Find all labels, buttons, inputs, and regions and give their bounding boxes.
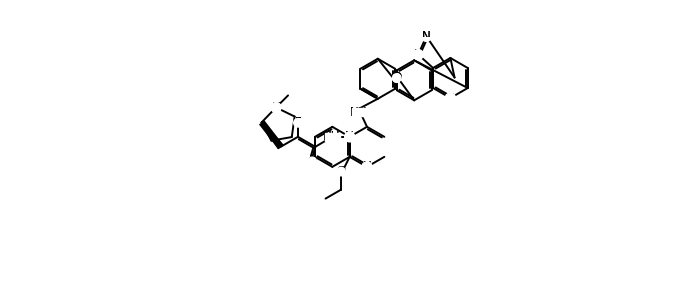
Text: NH: NH (323, 130, 341, 143)
Circle shape (345, 132, 354, 141)
Text: N: N (446, 91, 455, 105)
Circle shape (392, 74, 401, 82)
Text: O: O (307, 155, 317, 168)
Circle shape (445, 93, 456, 103)
Text: F: F (295, 116, 301, 129)
Circle shape (294, 119, 302, 127)
Text: N: N (414, 48, 423, 61)
Text: N: N (272, 101, 281, 114)
Text: N: N (363, 160, 371, 174)
Text: N: N (446, 91, 455, 105)
Text: N: N (414, 48, 423, 61)
Circle shape (327, 132, 338, 142)
Circle shape (362, 162, 372, 171)
Text: N: N (422, 30, 431, 43)
Circle shape (337, 167, 345, 176)
Text: N: N (422, 30, 431, 43)
Circle shape (422, 32, 431, 41)
Circle shape (392, 74, 401, 82)
Text: F: F (295, 116, 301, 129)
Polygon shape (261, 122, 283, 149)
Text: N: N (345, 130, 354, 143)
Text: NH: NH (323, 130, 341, 143)
Text: O: O (307, 155, 317, 168)
Circle shape (421, 31, 431, 41)
Circle shape (338, 168, 345, 175)
Circle shape (362, 162, 372, 172)
Text: O: O (337, 165, 346, 178)
Text: O: O (392, 72, 401, 84)
Circle shape (353, 107, 364, 118)
Text: NH: NH (350, 106, 367, 118)
Text: N: N (363, 160, 371, 174)
Circle shape (271, 103, 281, 113)
Circle shape (446, 93, 455, 103)
Text: NH: NH (350, 106, 367, 118)
Circle shape (414, 50, 423, 59)
Text: N: N (272, 101, 281, 114)
Text: N: N (345, 130, 354, 143)
Circle shape (344, 132, 355, 142)
Circle shape (294, 118, 303, 127)
Circle shape (308, 157, 316, 166)
Circle shape (309, 158, 316, 165)
Text: O: O (337, 165, 346, 178)
Circle shape (413, 50, 423, 60)
Bar (351, 108, 366, 116)
Text: O: O (392, 72, 401, 84)
Circle shape (272, 103, 281, 112)
Bar (325, 133, 340, 141)
